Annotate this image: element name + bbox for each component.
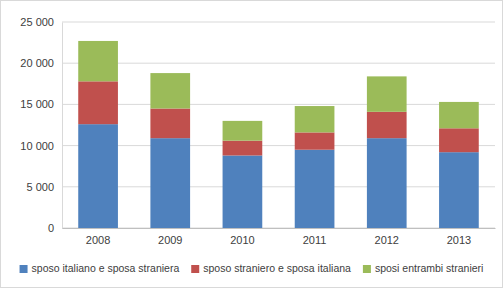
x-axis: 2008 2009 2010 2011 2012 2013: [63, 228, 496, 246]
x-tick-label: 2008: [86, 234, 110, 246]
bar: [150, 73, 190, 108]
y-tick: 10 000: [20, 140, 62, 152]
bar: [295, 106, 335, 132]
bar: [150, 138, 190, 228]
bar: [367, 112, 407, 138]
y-tick: 15 000: [20, 98, 62, 110]
y-tick-label: 10 000: [20, 140, 54, 152]
grid-line: [62, 145, 495, 146]
x-tick: 2011: [303, 228, 327, 246]
legend-label: sposi entrambi stranieri: [375, 262, 484, 274]
bar-series: [78, 41, 479, 141]
y-axis: 0 5 000 10 000 15 000 20 000 25 000: [20, 16, 62, 234]
x-tick-label: 2009: [158, 234, 182, 246]
legend-swatch: [363, 265, 371, 273]
y-tick-label: 5 000: [26, 181, 54, 193]
legend-item: sposo straniero e sposa italiana: [191, 262, 351, 274]
legend-swatch: [191, 265, 199, 273]
legend-item: sposi entrambi stranieri: [363, 262, 484, 274]
bar: [367, 138, 407, 228]
grid-line: [62, 186, 495, 187]
bar: [295, 132, 335, 149]
y-tick: 20 000: [20, 57, 62, 69]
y-tick-label: 0: [48, 222, 54, 234]
grid: [62, 22, 495, 228]
grid-line: [62, 22, 495, 23]
x-tick-label: 2011: [303, 234, 327, 246]
legend-label: sposo italiano e sposa straniera: [32, 262, 180, 274]
bar: [78, 124, 118, 228]
bar: [223, 121, 263, 141]
x-tick: 2013: [447, 228, 471, 246]
bars: [78, 41, 479, 228]
y-tick: 0: [48, 222, 62, 234]
bar: [367, 76, 407, 111]
legend-item: sposo italiano e sposa straniera: [20, 262, 180, 274]
bar: [439, 152, 479, 228]
bar-series: [78, 81, 479, 155]
chart: 05 00010 00015 00020 00025 0002008200920…: [0, 0, 503, 288]
x-tick-label: 2013: [447, 234, 471, 246]
x-tick: 2012: [375, 228, 399, 246]
chart-frame: [1, 1, 503, 288]
grid-line: [62, 228, 495, 229]
x-tick: 2008: [86, 228, 110, 246]
legend: sposo italiano e sposa straniera sposo st…: [20, 262, 484, 274]
bar-series: [78, 124, 479, 228]
y-tick: 5 000: [26, 181, 62, 193]
bar: [295, 150, 335, 228]
x-tick-label: 2010: [230, 234, 254, 246]
y-tick-label: 15 000: [20, 98, 54, 110]
plot: 05 00010 00015 00020 00025 0002008200920…: [20, 16, 495, 246]
y-axis-line: [62, 23, 63, 229]
x-tick: 2010: [230, 228, 254, 246]
x-tick-label: 2012: [375, 234, 399, 246]
y-tick: 25 000: [20, 16, 62, 28]
bar: [439, 102, 479, 128]
y-tick-label: 25 000: [20, 16, 54, 28]
grid-line: [62, 104, 495, 105]
bar: [78, 41, 118, 81]
bar: [150, 109, 190, 139]
x-tick: 2009: [158, 228, 182, 246]
y-tick-label: 20 000: [20, 57, 54, 69]
bar: [223, 141, 263, 156]
legend-label: sposo straniero e sposa italiana: [203, 262, 351, 274]
bar: [223, 155, 263, 228]
grid-line: [62, 63, 495, 64]
bar: [439, 128, 479, 152]
bar: [78, 81, 118, 124]
x-axis-line: [63, 228, 496, 229]
legend-swatch: [20, 265, 28, 273]
